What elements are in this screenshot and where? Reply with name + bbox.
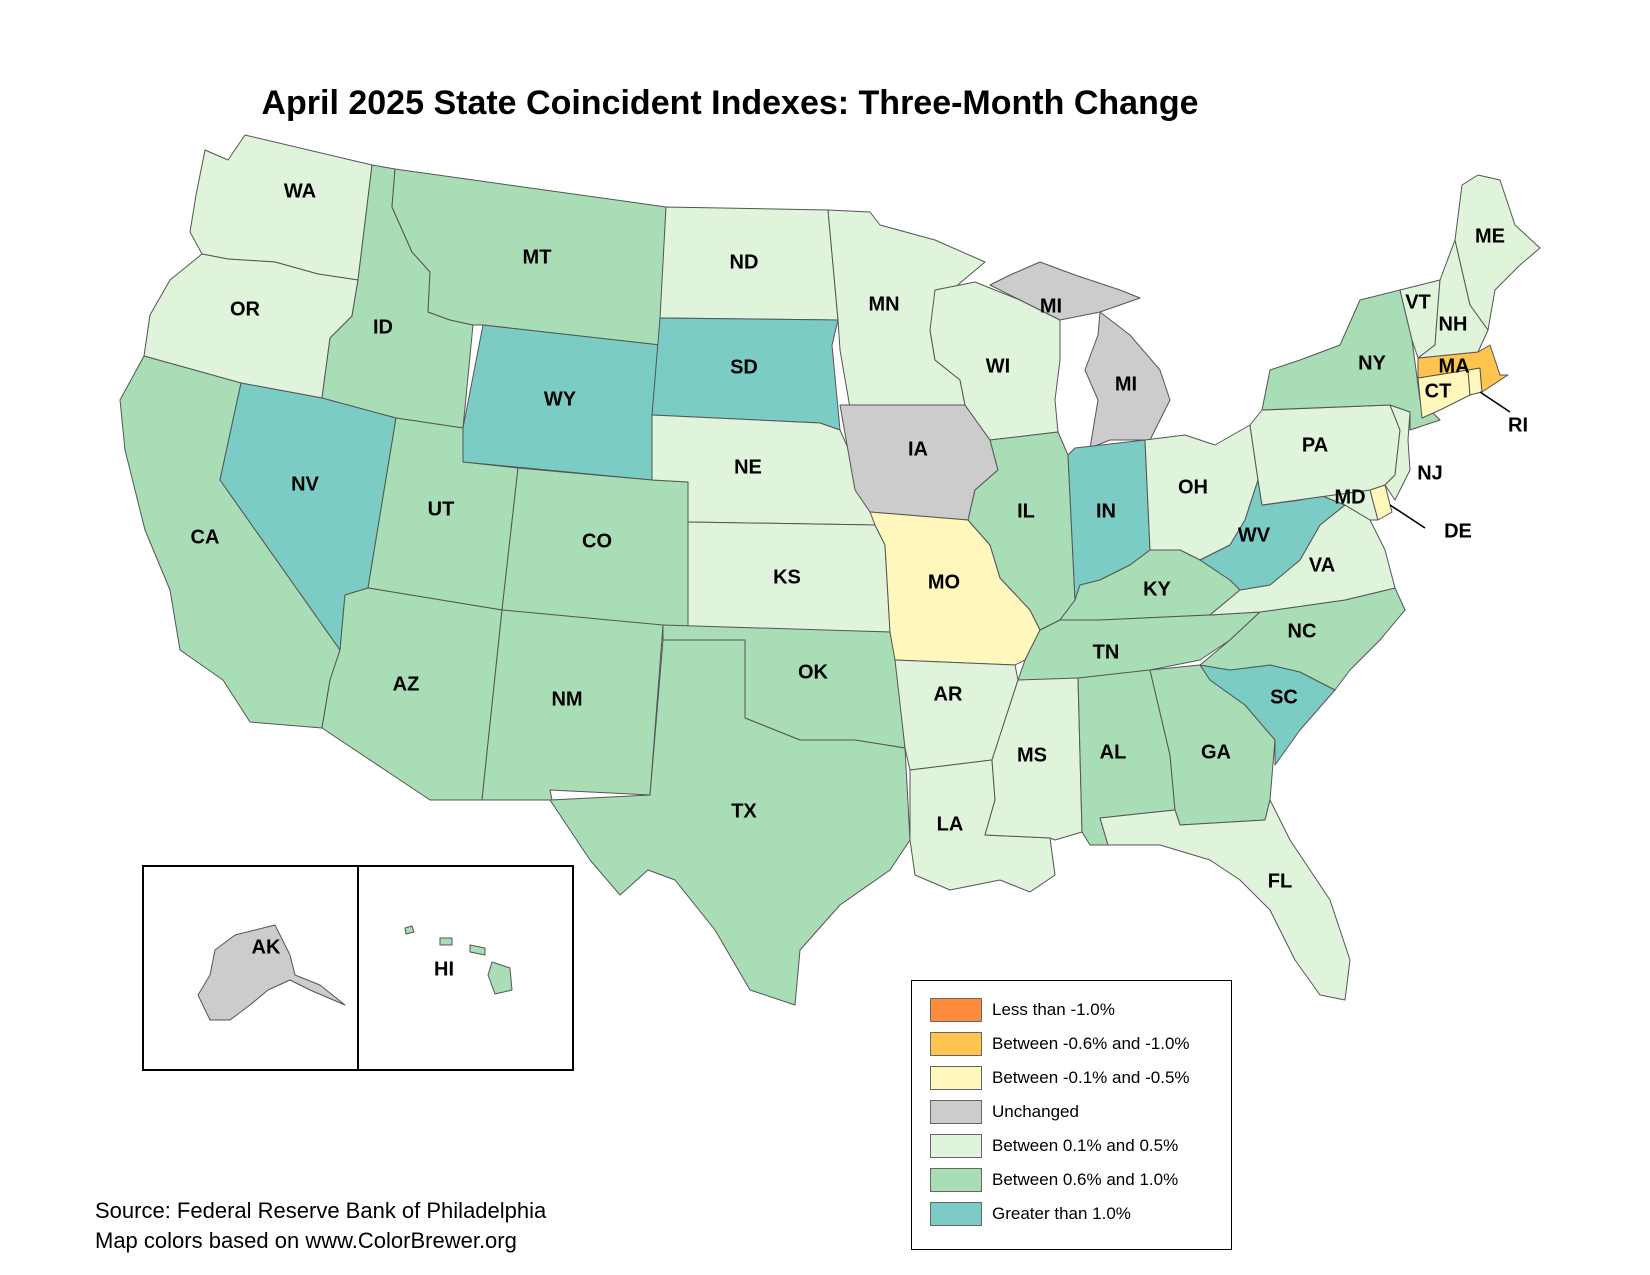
state-label-ky: KY	[1143, 578, 1171, 600]
state-wy[interactable]	[462, 324, 661, 481]
legend-swatch	[930, 1100, 982, 1124]
state-label-oh: OH	[1178, 476, 1208, 498]
state-ak[interactable]	[197, 924, 346, 1021]
state-label-ny: NY	[1358, 352, 1386, 374]
state-hi[interactable]	[404, 925, 513, 995]
state-label-nc: NC	[1288, 620, 1317, 642]
legend-swatch	[930, 1202, 982, 1226]
state-label-al: AL	[1100, 741, 1127, 763]
state-label-ok: OK	[798, 661, 829, 683]
state-label-ca: CA	[191, 526, 220, 548]
legend-label: Unchanged	[992, 1102, 1079, 1121]
state-label-wy: WY	[544, 388, 577, 410]
legend-item: Less than -1.0%	[930, 997, 1115, 1023]
state-label-ma: MA	[1438, 355, 1469, 377]
state-ma[interactable]	[1417, 344, 1509, 393]
state-label-hi: HI	[434, 958, 454, 980]
legend-item: Unchanged	[930, 1099, 1079, 1125]
state-label-mo: MO	[928, 571, 960, 593]
state-mi[interactable]	[989, 261, 1141, 321]
state-label-ia: IA	[908, 438, 928, 460]
state-me[interactable]	[1454, 174, 1541, 331]
state-label-az: AZ	[393, 673, 420, 695]
legend-item: Greater than 1.0%	[930, 1201, 1131, 1227]
legend-swatch	[930, 1168, 982, 1192]
state-label-nh: NH	[1439, 313, 1468, 335]
inset-hawaii-frame	[357, 865, 574, 1071]
state-label-nv: NV	[291, 473, 319, 495]
state-label-me: ME	[1475, 225, 1505, 247]
state-label-nm: NM	[551, 688, 582, 710]
legend-label: Between 0.6% and 1.0%	[992, 1170, 1179, 1189]
state-label-ut: UT	[428, 498, 455, 520]
state-label-wi: WI	[986, 355, 1010, 377]
legend-label: Greater than 1.0%	[992, 1204, 1131, 1223]
legend-item: Between 0.6% and 1.0%	[930, 1167, 1178, 1193]
state-label-wa: WA	[284, 180, 316, 202]
callout-ri	[1479, 391, 1511, 413]
state-label-ne: NE	[734, 456, 762, 478]
state-label-vt: VT	[1405, 291, 1431, 313]
map-title: April 2025 State Coincident Indexes: Thr…	[261, 84, 1199, 122]
state-mi-lower[interactable]	[1084, 311, 1171, 449]
legend-label: Between 0.1% and 0.5%	[992, 1136, 1179, 1155]
state-label-tx: TX	[731, 800, 757, 822]
state-label-va: VA	[1309, 554, 1335, 576]
state-label-mn: MN	[868, 293, 899, 315]
state-label-de: DE	[1444, 520, 1472, 542]
legend-swatch	[930, 1066, 982, 1090]
state-label-id: ID	[373, 316, 393, 338]
state-label-ri: RI	[1508, 414, 1528, 436]
state-tx[interactable]	[549, 639, 911, 1006]
state-label-ga: GA	[1201, 741, 1231, 763]
state-label-mt: MT	[523, 246, 552, 268]
legend-item: Between 0.1% and 0.5%	[930, 1133, 1178, 1159]
state-label-nd: ND	[730, 251, 759, 273]
legend-label: Less than -1.0%	[992, 1000, 1115, 1019]
state-label-ak: AK	[252, 936, 281, 958]
state-label-wv: WV	[1238, 524, 1271, 546]
state-label-ar: AR	[934, 683, 963, 705]
state-label-sd: SD	[730, 356, 758, 378]
state-fl[interactable]	[1099, 799, 1351, 1001]
state-label-co: CO	[582, 530, 612, 552]
state-label-ms: MS	[1017, 744, 1047, 766]
legend-swatch	[930, 998, 982, 1022]
state-label-il: IL	[1017, 500, 1035, 522]
source-line: Source: Federal Reserve Bank of Philadel…	[95, 1198, 547, 1223]
state-label-md: MD	[1334, 486, 1365, 508]
state-label-tn: TN	[1093, 641, 1120, 663]
callout-de	[1389, 504, 1426, 529]
state-label-ks: KS	[773, 566, 801, 588]
state-label-mi-lower: MI	[1115, 373, 1137, 395]
legend-label: Between -0.1% and -0.5%	[992, 1068, 1190, 1087]
state-nj[interactable]	[1384, 404, 1411, 501]
colorbrewer-credit: Map colors based on www.ColorBrewer.org	[95, 1228, 517, 1253]
legend-item: Between -0.1% and -0.5%	[930, 1065, 1190, 1091]
state-label-ct: CT	[1425, 380, 1452, 402]
source-note: Source: Federal Reserve Bank of Philadel…	[95, 1196, 546, 1256]
legend-swatch	[930, 1134, 982, 1158]
state-label-sc: SC	[1270, 686, 1298, 708]
state-label-in: IN	[1096, 500, 1116, 522]
state-label-mi: MI	[1040, 295, 1062, 317]
legend-swatch	[930, 1032, 982, 1056]
state-label-nj: NJ	[1417, 462, 1443, 484]
legend: Less than -1.0% Between -0.6% and -1.0% …	[911, 980, 1232, 1250]
legend-label: Between -0.6% and -1.0%	[992, 1034, 1190, 1053]
state-label-fl: FL	[1268, 870, 1292, 892]
state-label-or: OR	[230, 298, 261, 320]
state-label-pa: PA	[1302, 434, 1328, 456]
state-label-la: LA	[937, 813, 964, 835]
legend-item: Between -0.6% and -1.0%	[930, 1031, 1190, 1057]
